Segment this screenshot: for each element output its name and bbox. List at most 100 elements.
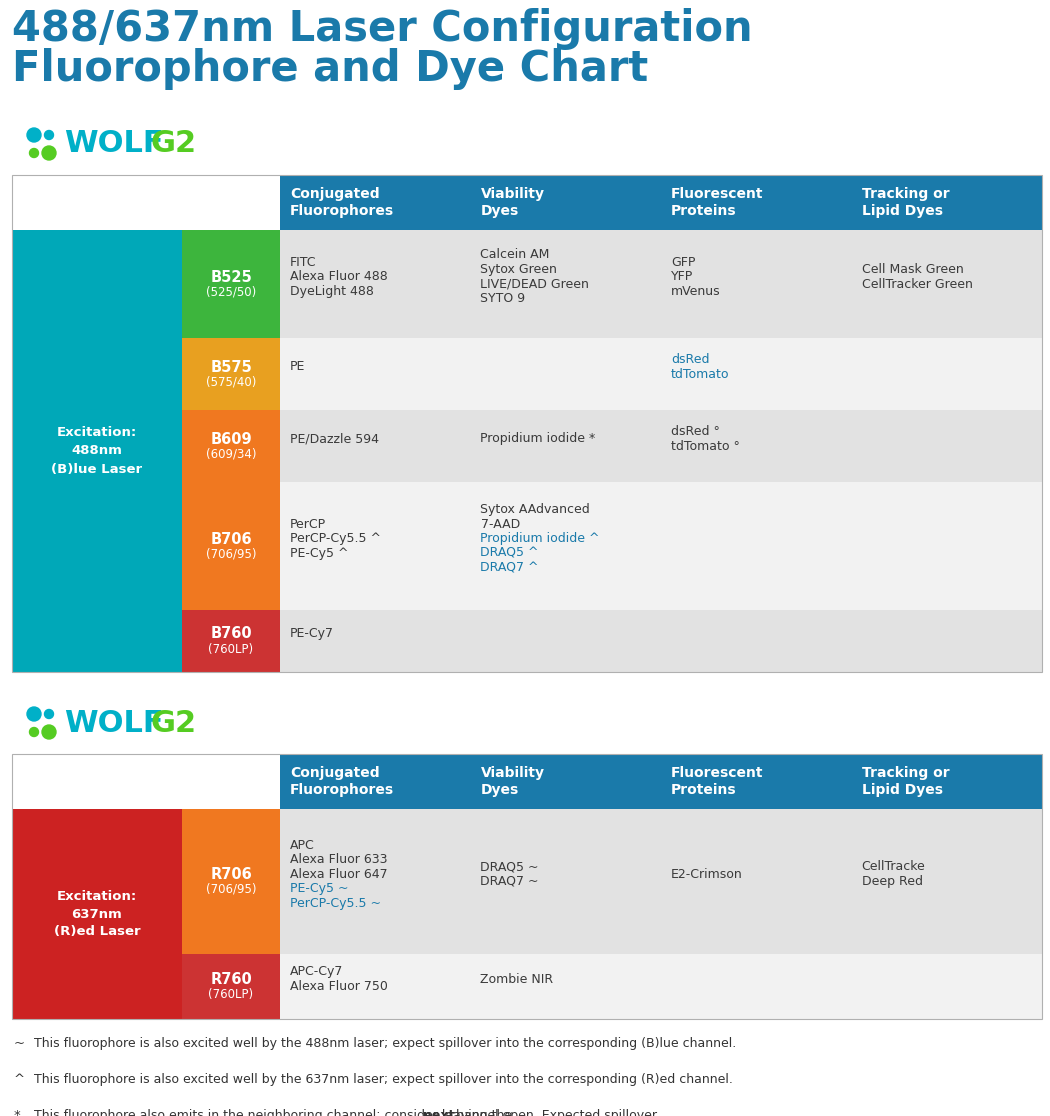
Text: GFP: GFP (671, 256, 695, 269)
Text: DRAQ7 ~: DRAQ7 ~ (481, 875, 539, 888)
Text: Viability
Dyes: Viability Dyes (481, 766, 545, 797)
Text: DRAQ5 ~: DRAQ5 ~ (481, 860, 539, 874)
Text: Propidium iodide ^: Propidium iodide ^ (481, 532, 600, 546)
Text: Alexa Fluor 633: Alexa Fluor 633 (290, 854, 387, 866)
Text: APC-Cy7: APC-Cy7 (290, 965, 343, 979)
Text: next: next (423, 1109, 455, 1116)
Text: Deep Red: Deep Red (861, 875, 923, 888)
Text: PE-Cy5 ~: PE-Cy5 ~ (290, 883, 349, 895)
Text: (706/95): (706/95) (206, 883, 256, 896)
Bar (280, 410, 1042, 482)
Bar (280, 954, 1042, 1019)
Text: (760LP): (760LP) (209, 988, 253, 1001)
Bar (12, 410, 182, 482)
Text: tdTomato °: tdTomato ° (671, 440, 740, 452)
Bar (12, 175, 1042, 672)
Bar (12, 610, 182, 672)
Text: WOLF: WOLF (64, 709, 164, 738)
Circle shape (27, 128, 41, 142)
Text: Tracking or
Lipid Dyes: Tracking or Lipid Dyes (861, 766, 949, 797)
Text: This fluorophore also emits in the neighboring channel; consider leaving the: This fluorophore also emits in the neigh… (34, 1109, 517, 1116)
Text: Alexa Fluor 750: Alexa Fluor 750 (290, 980, 387, 993)
Text: B706: B706 (210, 531, 252, 547)
Text: dsRed °: dsRed ° (671, 425, 720, 437)
Text: DRAQ5 ^: DRAQ5 ^ (481, 547, 539, 560)
Text: Fluorescent
Proteins: Fluorescent Proteins (671, 186, 763, 218)
Text: (575/40): (575/40) (206, 375, 256, 388)
Text: ~: ~ (14, 1037, 25, 1050)
Text: R706: R706 (210, 867, 252, 882)
Text: dsRed: dsRed (671, 353, 710, 366)
Bar (182, 338, 280, 410)
Bar (182, 482, 280, 610)
Text: PE-Cy5 ^: PE-Cy5 ^ (290, 547, 349, 560)
Text: PE/Dazzle 594: PE/Dazzle 594 (290, 432, 379, 445)
Text: ^: ^ (14, 1072, 25, 1086)
Bar (12, 809, 182, 954)
Text: Sytox AAdvanced: Sytox AAdvanced (481, 503, 590, 517)
Text: (760LP): (760LP) (209, 643, 253, 655)
Text: FITC: FITC (290, 256, 316, 269)
Bar (280, 175, 1042, 230)
Bar (182, 954, 280, 1019)
Bar (280, 482, 1042, 610)
Bar (12, 954, 182, 1019)
Text: B760: B760 (210, 626, 252, 642)
Text: Excitation:
637nm
(R)ed Laser: Excitation: 637nm (R)ed Laser (54, 889, 141, 939)
Text: Conjugated
Fluorophores: Conjugated Fluorophores (290, 186, 394, 218)
Text: channel open. Expected spillover: channel open. Expected spillover (445, 1109, 657, 1116)
Text: PerCP-Cy5.5 ~: PerCP-Cy5.5 ~ (290, 897, 381, 910)
Text: E2-Crimson: E2-Crimson (671, 868, 742, 881)
Circle shape (44, 710, 54, 719)
Text: CellTracke: CellTracke (861, 860, 925, 874)
Bar (182, 230, 280, 338)
Text: (706/95): (706/95) (206, 548, 256, 560)
Text: PE: PE (290, 360, 306, 373)
Text: R760: R760 (210, 972, 252, 987)
Text: Alexa Fluor 488: Alexa Fluor 488 (290, 270, 387, 283)
Text: Conjugated
Fluorophores: Conjugated Fluorophores (290, 766, 394, 797)
Bar (12, 230, 182, 338)
Text: tdTomato: tdTomato (671, 367, 730, 381)
Bar (182, 410, 280, 482)
Text: Zombie NIR: Zombie NIR (481, 973, 553, 985)
Text: Sytox Green: Sytox Green (481, 263, 558, 276)
Text: DRAQ7 ^: DRAQ7 ^ (481, 561, 539, 575)
Text: CellTracker Green: CellTracker Green (861, 278, 972, 290)
Text: YFP: YFP (671, 270, 693, 283)
Bar (12, 482, 182, 610)
Text: 7-AAD: 7-AAD (481, 518, 520, 531)
Circle shape (29, 148, 39, 157)
Text: B525: B525 (210, 269, 252, 285)
Text: DyeLight 488: DyeLight 488 (290, 285, 374, 298)
Bar (280, 809, 1042, 954)
Text: Propidium iodide *: Propidium iodide * (481, 432, 595, 445)
Bar (12, 754, 1042, 1019)
Bar (12, 338, 182, 410)
Text: This fluorophore is also excited well by the 637nm laser; expect spillover into : This fluorophore is also excited well by… (34, 1072, 733, 1086)
Text: *: * (14, 1109, 21, 1116)
Circle shape (42, 146, 56, 160)
Text: PE-Cy7: PE-Cy7 (290, 627, 334, 641)
Text: This fluorophore is also excited well by the 488nm laser; expect spillover into : This fluorophore is also excited well by… (34, 1037, 736, 1050)
Text: Alexa Fluor 647: Alexa Fluor 647 (290, 868, 387, 881)
Text: PerCP: PerCP (290, 518, 327, 531)
Circle shape (27, 708, 41, 721)
Text: PerCP-Cy5.5 ^: PerCP-Cy5.5 ^ (290, 532, 381, 546)
Text: Cell Mask Green: Cell Mask Green (861, 263, 963, 276)
Text: Fluorophore and Dye Chart: Fluorophore and Dye Chart (12, 48, 648, 90)
Bar (280, 610, 1042, 672)
Bar (182, 610, 280, 672)
Text: SYTO 9: SYTO 9 (481, 292, 526, 305)
Text: WOLF: WOLF (64, 129, 164, 158)
Text: Excitation:
488nm
(B)lue Laser: Excitation: 488nm (B)lue Laser (51, 426, 143, 475)
Text: (525/50): (525/50) (206, 286, 256, 298)
Text: APC: APC (290, 839, 315, 852)
Text: G2: G2 (150, 129, 196, 158)
Text: B575: B575 (210, 359, 252, 375)
Text: LIVE/DEAD Green: LIVE/DEAD Green (481, 278, 589, 290)
Circle shape (42, 725, 56, 739)
Circle shape (29, 728, 39, 737)
Text: Calcein AM: Calcein AM (481, 249, 550, 261)
Bar (280, 230, 1042, 338)
